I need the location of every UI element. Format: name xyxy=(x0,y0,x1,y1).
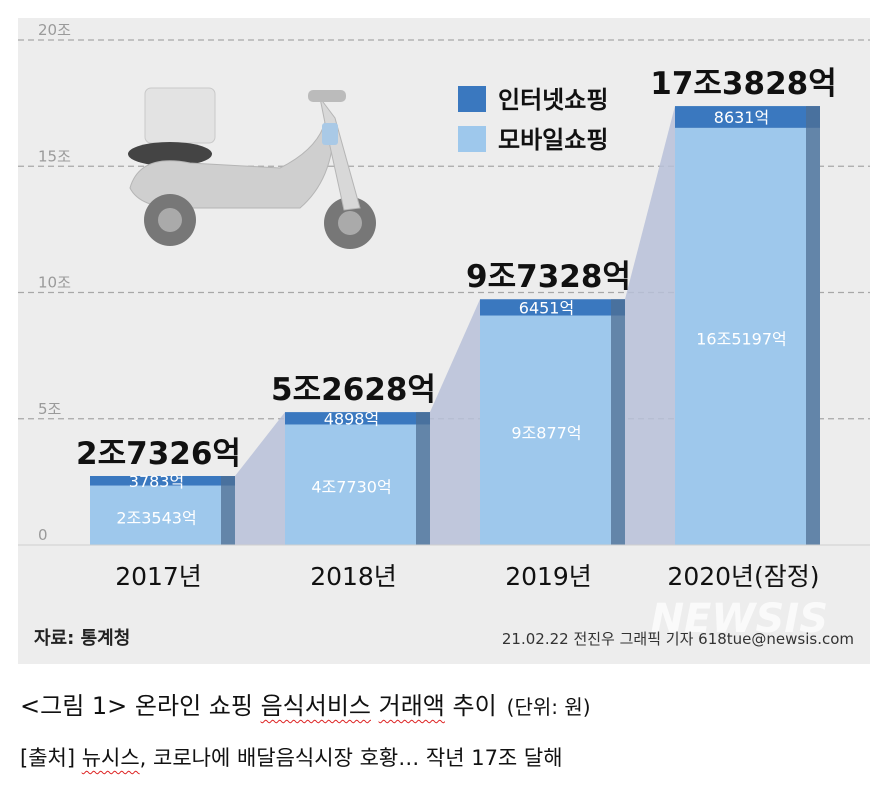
y-tick-label: 0 xyxy=(38,526,48,544)
scooter-illustration xyxy=(128,87,376,249)
source-title: , 코로나에 배달음식시장 호황… 작년 17조 달해 xyxy=(139,746,563,770)
graphic-credit: 21.02.22 전진우 그래픽 기자 618tue@newsis.com xyxy=(502,630,854,648)
bar-side-shade xyxy=(806,106,820,546)
caption-suffix: 추이 xyxy=(444,692,497,720)
legend: 인터넷쇼핑 모바일쇼핑 xyxy=(458,86,608,154)
bar-mobile xyxy=(90,485,235,545)
bar-side-shade xyxy=(221,476,235,545)
caption-prefix: <그림 1> 온라인 쇼핑 xyxy=(20,692,261,720)
y-tick-label: 5조 xyxy=(38,400,62,418)
total-value-label: 9조7328억 xyxy=(466,259,631,295)
mobile-value-label: 2조3543억 xyxy=(116,508,196,527)
x-category-label: 2020년(잠정) xyxy=(667,562,819,591)
figure-caption: <그림 1> 온라인 쇼핑 음식서비스 거래액 추이 (단위: 원) xyxy=(20,686,591,721)
source-prefix: [출처] xyxy=(20,746,82,770)
growth-band xyxy=(430,299,480,545)
bar-mobile xyxy=(480,315,625,545)
bar-mobile xyxy=(285,424,430,545)
caption-term-transaction: 거래액 xyxy=(378,692,445,720)
x-category-label: 2017년 xyxy=(115,562,202,591)
source-line: [출처] 뉴시스, 코로나에 배달음식시장 호황… 작년 17조 달해 xyxy=(20,742,563,772)
growth-band xyxy=(235,412,285,545)
y-tick-label: 10조 xyxy=(38,274,71,292)
internet-value-label: 8631억 xyxy=(714,108,769,127)
source-publisher: 뉴시스 xyxy=(81,746,140,770)
mobile-value-label: 4조7730억 xyxy=(311,478,391,497)
bar-internet xyxy=(90,476,235,486)
bar-side-shade xyxy=(416,412,430,545)
internet-value-label: 6451억 xyxy=(519,298,574,317)
chart-figure: 0 5조 10조 15조 20조 2조3543억 3783억 2조7326억 4조7730억 4… xyxy=(18,18,870,664)
caption-unit: (단위: 원) xyxy=(506,695,591,719)
bar-side-shade xyxy=(611,299,625,545)
total-value-label: 17조3828억 xyxy=(650,66,836,102)
legend-swatch-mobile xyxy=(458,126,486,152)
bar-internet xyxy=(480,299,625,316)
bars xyxy=(90,106,820,546)
y-tick-label: 20조 xyxy=(38,21,71,39)
total-value-label: 5조2628억 xyxy=(271,372,436,408)
caption-term-food-service: 음식서비스 xyxy=(260,692,371,720)
internet-value-label: 3783억 xyxy=(129,472,184,491)
legend-label-internet: 인터넷쇼핑 xyxy=(498,86,608,114)
watermark: NEWSIS xyxy=(651,596,828,642)
bar-mobile xyxy=(675,127,820,546)
y-axis-ticks: 0 5조 10조 15조 20조 xyxy=(38,21,71,544)
growth-band xyxy=(625,106,675,546)
bar-internet xyxy=(675,106,820,128)
y-tick-label: 15조 xyxy=(38,147,71,165)
internet-value-label: 4898억 xyxy=(324,409,379,428)
x-category-label: 2018년 xyxy=(310,562,397,591)
data-source: 자료: 통계청 xyxy=(34,628,130,649)
caption-space xyxy=(371,692,379,720)
mobile-value-label: 16조5197억 xyxy=(696,329,787,348)
legend-swatch-internet xyxy=(458,86,486,112)
x-axis-categories: 2017년 2018년 2019년 2020년(잠정) xyxy=(115,562,819,591)
x-category-label: 2019년 xyxy=(505,562,592,591)
bar-internet xyxy=(285,412,430,425)
growth-bands xyxy=(235,106,675,546)
mobile-value-label: 9조877억 xyxy=(511,423,581,442)
legend-label-mobile: 모바일쇼핑 xyxy=(498,126,608,154)
total-value-label: 2조7326억 xyxy=(76,436,241,472)
